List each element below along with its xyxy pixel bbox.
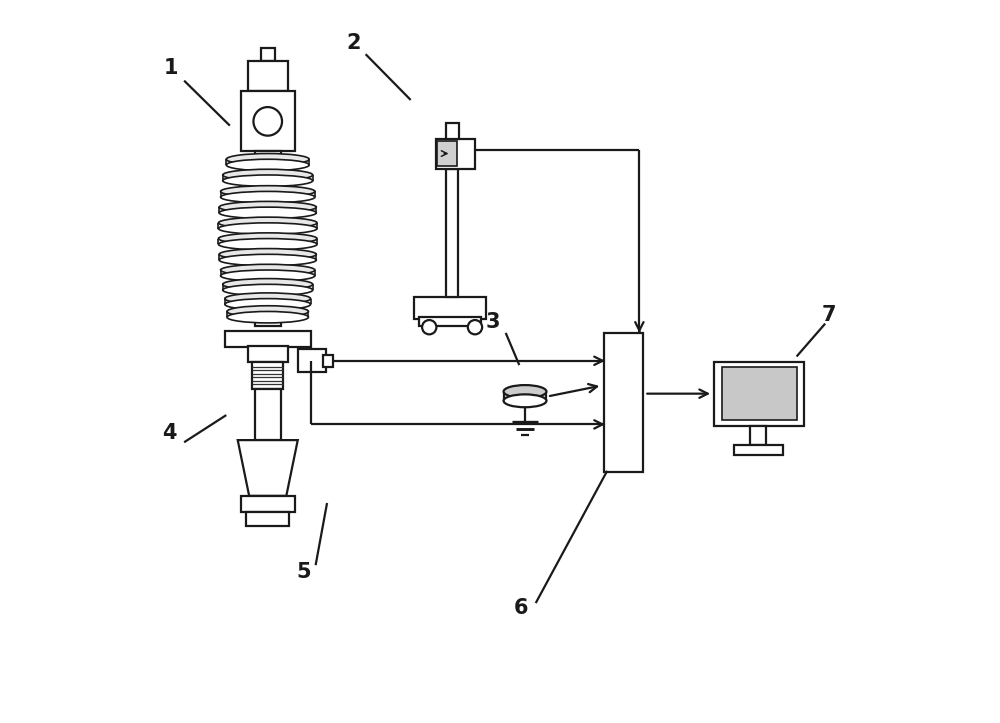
Text: 7: 7 xyxy=(821,305,836,325)
Ellipse shape xyxy=(221,192,315,203)
Bar xyxy=(248,346,288,362)
Ellipse shape xyxy=(223,169,313,181)
Ellipse shape xyxy=(227,312,308,323)
Ellipse shape xyxy=(221,270,315,281)
Ellipse shape xyxy=(221,265,315,275)
Circle shape xyxy=(253,107,282,136)
Circle shape xyxy=(422,320,436,334)
Ellipse shape xyxy=(226,159,309,171)
Text: 5: 5 xyxy=(297,562,311,582)
Ellipse shape xyxy=(504,394,546,407)
Bar xyxy=(298,349,326,372)
Text: 1: 1 xyxy=(164,59,179,79)
Ellipse shape xyxy=(219,207,316,218)
Bar xyxy=(436,139,475,168)
Polygon shape xyxy=(238,440,298,496)
Bar xyxy=(248,61,288,91)
Ellipse shape xyxy=(223,278,313,290)
Ellipse shape xyxy=(225,299,311,310)
Ellipse shape xyxy=(226,153,309,165)
Bar xyxy=(446,123,459,139)
Bar xyxy=(714,362,804,426)
Bar xyxy=(604,333,643,472)
Bar xyxy=(722,367,797,420)
Bar xyxy=(241,91,295,150)
Bar xyxy=(750,426,766,445)
Bar xyxy=(734,445,783,455)
Ellipse shape xyxy=(218,233,317,244)
Ellipse shape xyxy=(219,254,316,266)
Bar xyxy=(419,317,481,326)
Ellipse shape xyxy=(504,385,546,398)
Text: 6: 6 xyxy=(514,598,529,618)
Ellipse shape xyxy=(221,186,315,197)
Bar xyxy=(225,331,311,347)
Ellipse shape xyxy=(223,175,313,187)
Ellipse shape xyxy=(218,223,317,234)
Bar xyxy=(261,48,275,61)
Bar xyxy=(437,141,457,166)
Bar xyxy=(414,297,486,319)
Circle shape xyxy=(468,320,482,334)
Ellipse shape xyxy=(227,306,308,317)
Ellipse shape xyxy=(225,293,311,304)
Ellipse shape xyxy=(223,284,313,296)
Bar xyxy=(241,496,295,512)
Ellipse shape xyxy=(218,217,317,228)
Ellipse shape xyxy=(218,239,317,250)
Bar xyxy=(323,355,333,367)
Bar xyxy=(246,512,289,526)
Text: 2: 2 xyxy=(346,33,361,54)
Bar xyxy=(446,168,458,297)
Text: 3: 3 xyxy=(486,312,500,332)
Text: 4: 4 xyxy=(163,423,177,443)
Ellipse shape xyxy=(219,249,316,260)
Bar xyxy=(255,389,281,440)
Bar xyxy=(255,150,281,326)
Bar xyxy=(252,362,283,389)
Ellipse shape xyxy=(219,202,316,213)
